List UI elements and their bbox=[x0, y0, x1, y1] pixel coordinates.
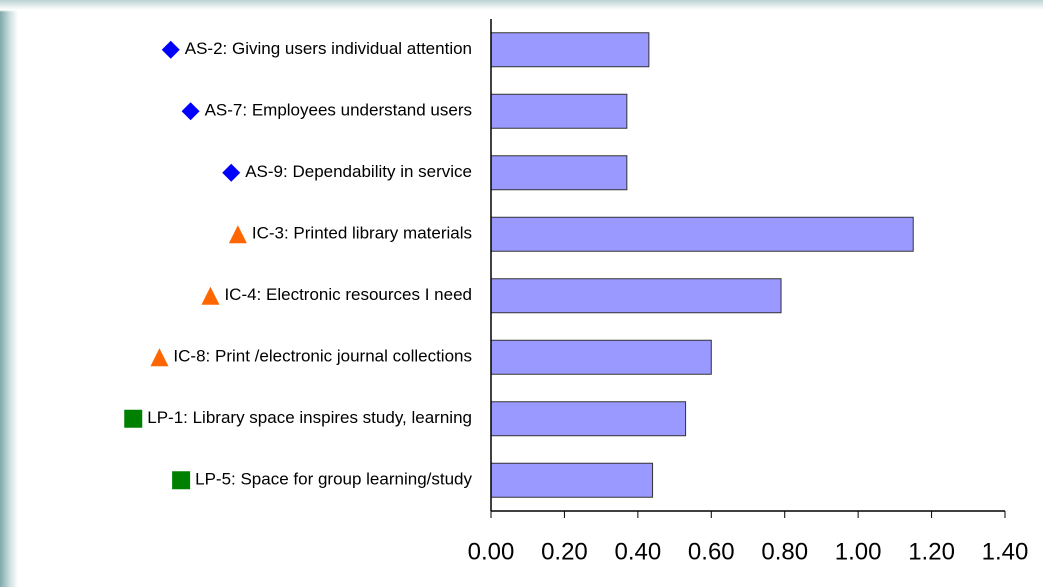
marker-diamond bbox=[181, 102, 200, 121]
category-label: IC-4: Electronic resources I need bbox=[224, 285, 472, 304]
category-label: AS-9: Dependability in service bbox=[245, 162, 472, 181]
marker-triangle bbox=[201, 286, 220, 305]
marker-diamond bbox=[161, 40, 180, 59]
x-tick-label: 1.20 bbox=[908, 538, 955, 565]
category-label: IC-8: Print /electronic journal collecti… bbox=[173, 347, 472, 366]
x-tick-label: 1.00 bbox=[835, 538, 882, 565]
bar bbox=[490, 32, 650, 68]
bar bbox=[490, 401, 687, 437]
marker-square bbox=[172, 471, 191, 490]
bar bbox=[490, 339, 712, 375]
category-label: LP-1: Library space inspires study, lear… bbox=[147, 408, 472, 427]
category-label: AS-7: Employees understand users bbox=[205, 101, 472, 120]
x-tick-label: 0.00 bbox=[468, 538, 515, 565]
x-tick-label: 1.40 bbox=[982, 538, 1029, 565]
category-label: AS-2: Giving users individual attention bbox=[185, 39, 472, 58]
marker-triangle bbox=[150, 348, 169, 367]
marker-triangle bbox=[228, 225, 247, 244]
x-tick-label: 0.80 bbox=[761, 538, 808, 565]
bar bbox=[490, 278, 782, 314]
x-tick-label: 0.40 bbox=[614, 538, 661, 565]
bar bbox=[490, 216, 914, 252]
x-tick-label: 0.60 bbox=[688, 538, 735, 565]
category-label: IC-3: Printed library materials bbox=[252, 224, 472, 243]
marker-diamond bbox=[222, 163, 241, 182]
bar bbox=[490, 93, 628, 129]
x-tick-label: 0.20 bbox=[541, 538, 588, 565]
category-label: LP-5: Space for group learning/study bbox=[195, 470, 472, 489]
bar bbox=[490, 462, 654, 498]
bar bbox=[490, 155, 628, 191]
marker-square bbox=[124, 409, 143, 428]
